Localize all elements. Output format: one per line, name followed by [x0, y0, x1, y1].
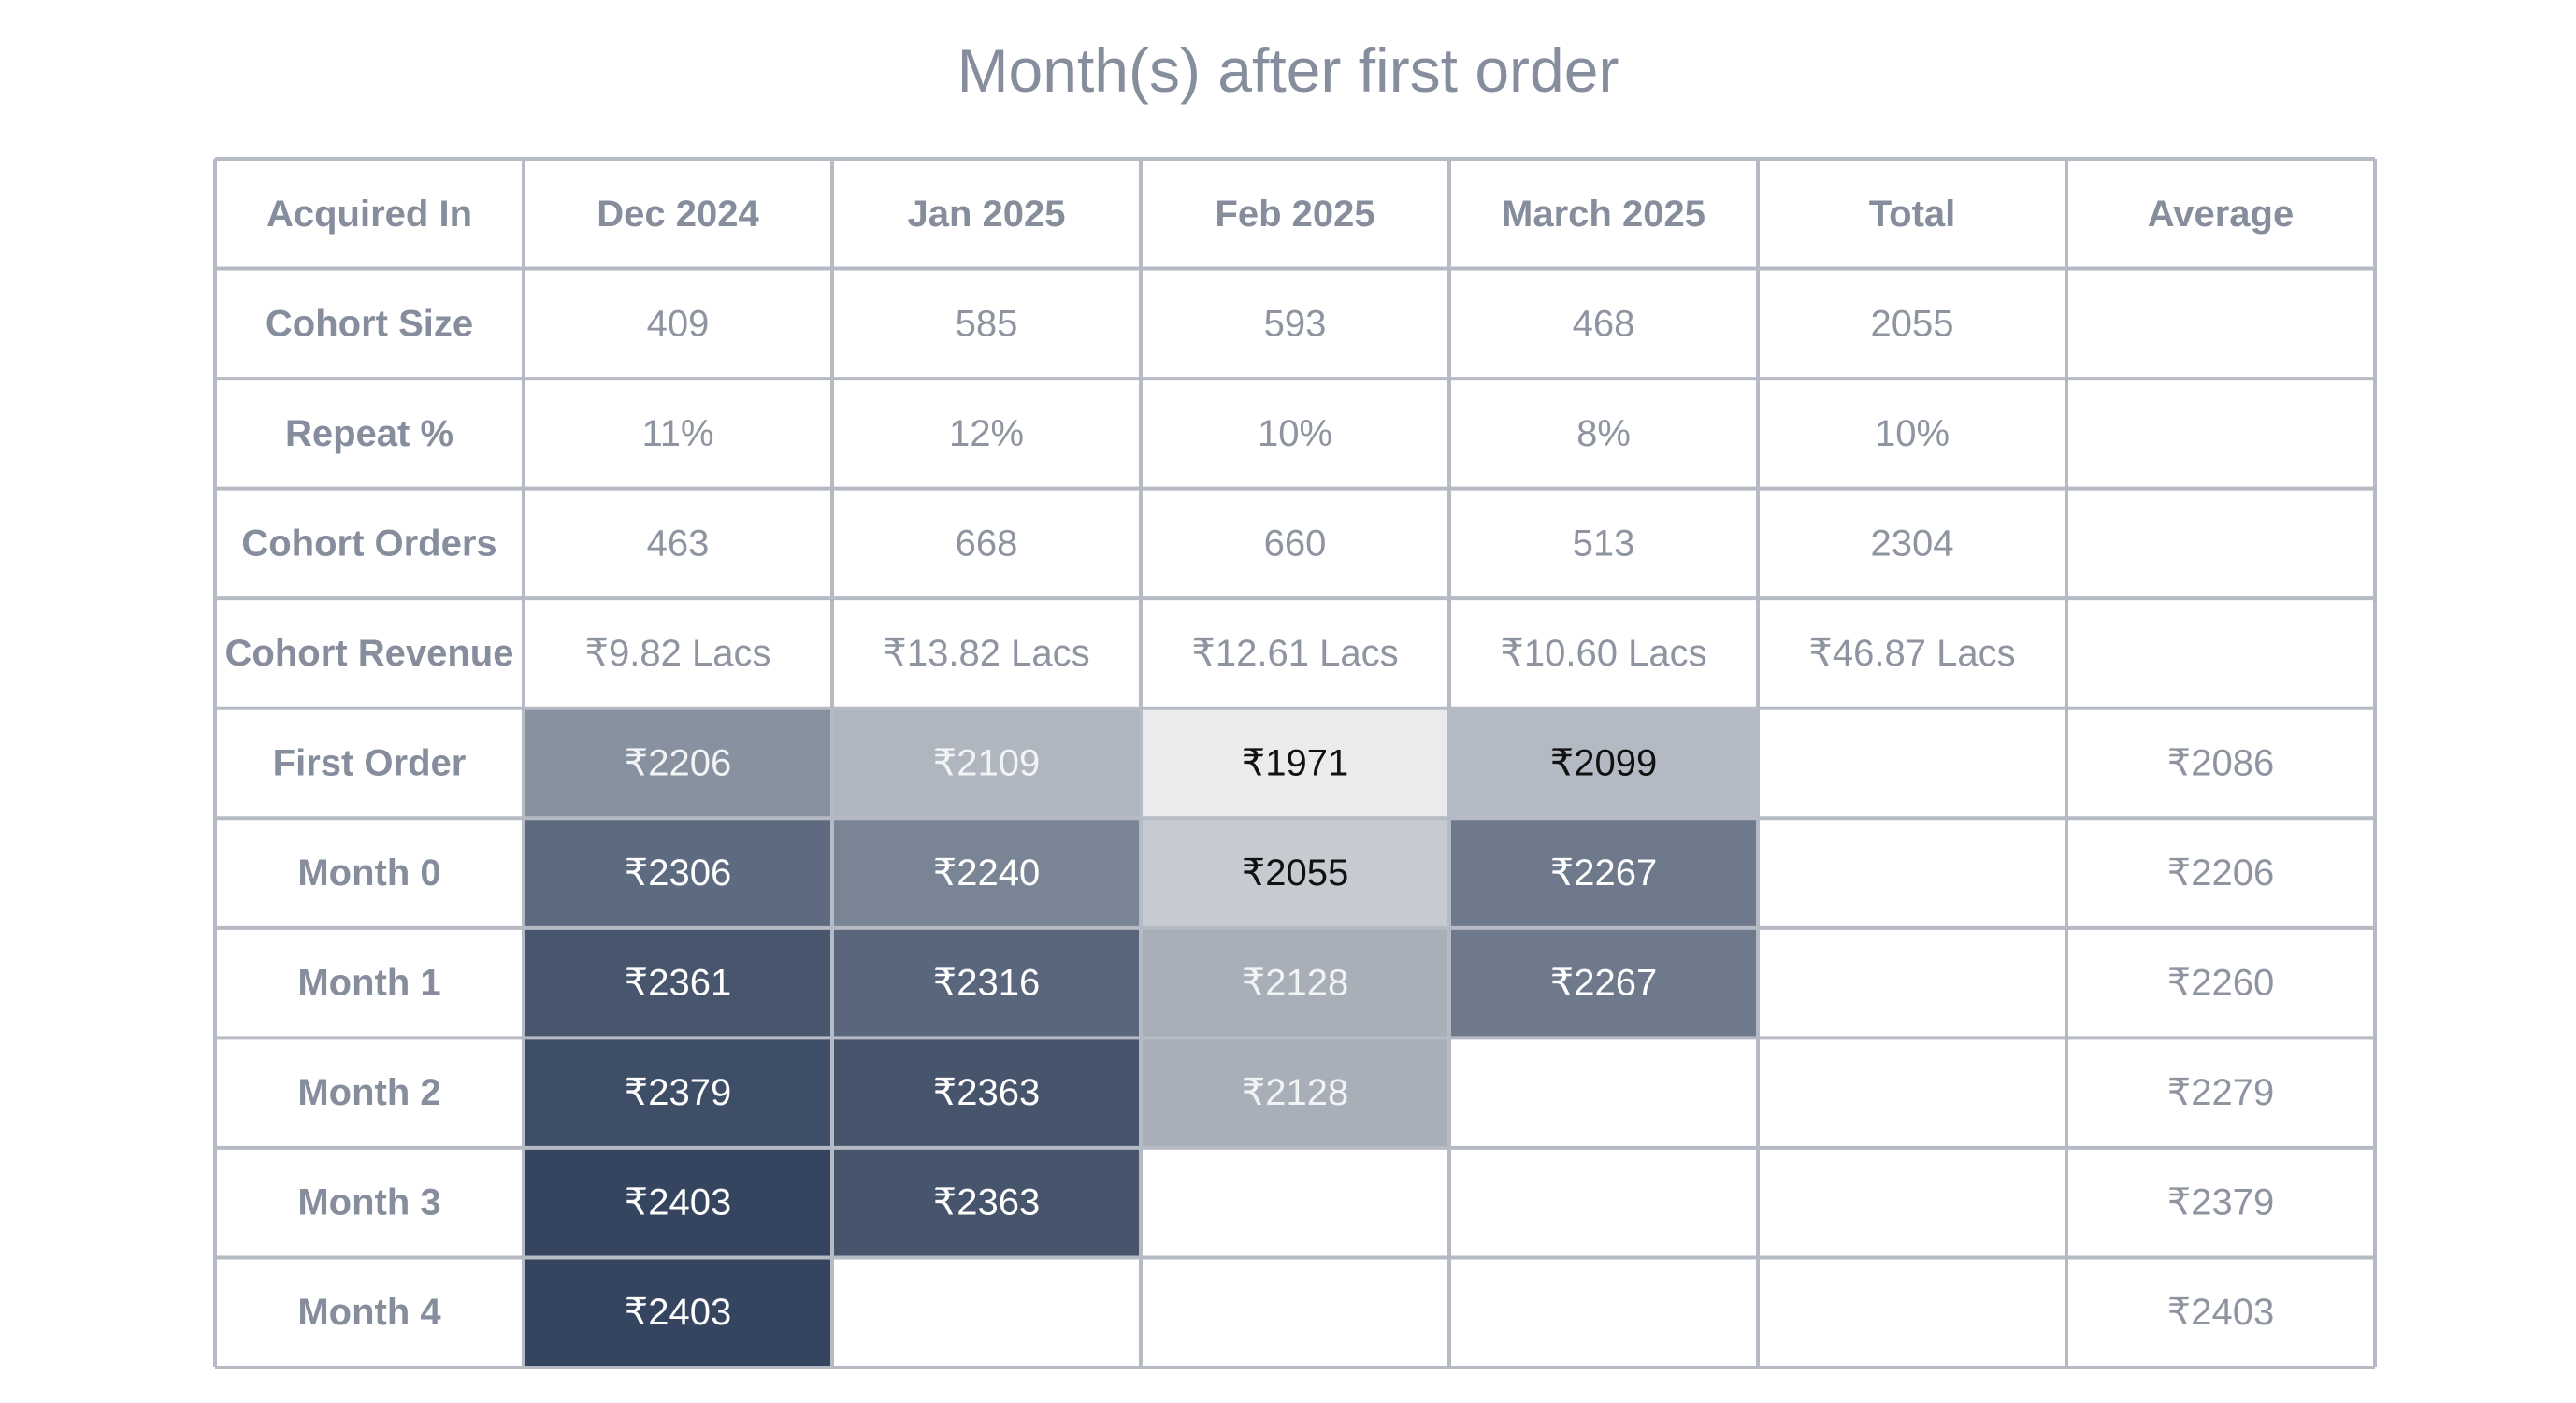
heatmap-cell — [832, 927, 1141, 1038]
column-header: Dec 2024 — [597, 193, 759, 235]
summary-cell: 10% — [1875, 413, 1950, 454]
column-header: Average — [2148, 193, 2294, 235]
row-label: Month 3 — [297, 1182, 440, 1224]
heatmap-cell — [832, 708, 1141, 819]
summary-cell: ₹9.82 Lacs — [585, 633, 771, 674]
row-label: Repeat % — [285, 413, 453, 454]
summary-cell: 463 — [647, 523, 710, 564]
heatmap-value: ₹2240 — [933, 852, 1040, 894]
summary-cell: ₹12.61 Lacs — [1191, 633, 1398, 674]
row-label: Month 1 — [297, 963, 440, 1004]
heatmap-value: ₹1971 — [1242, 743, 1348, 784]
row-label: Cohort Revenue — [225, 633, 514, 674]
heatmap-value: ₹2128 — [1242, 1072, 1348, 1113]
average-cell: ₹2086 — [2167, 743, 2274, 784]
average-cell: ₹2260 — [2167, 963, 2274, 1004]
heatmap-cell — [1141, 1038, 1449, 1148]
heatmap-value: ₹2379 — [625, 1072, 731, 1113]
summary-cell: 593 — [1264, 303, 1327, 344]
summary-cell: 660 — [1264, 523, 1327, 564]
summary-cell: 2055 — [1871, 303, 1954, 344]
summary-cell: 2304 — [1871, 523, 1954, 564]
heatmap-cell — [832, 1147, 1141, 1258]
summary-cell: 11% — [641, 413, 713, 454]
row-label: Cohort Orders — [241, 523, 496, 564]
heatmap-cell — [524, 1038, 832, 1148]
heatmap-cell — [1141, 708, 1449, 819]
heatmap-cell — [1449, 818, 1758, 928]
summary-cell: 409 — [647, 303, 710, 344]
summary-cell: 10% — [1258, 413, 1332, 454]
heatmap-cell — [1449, 927, 1758, 1038]
summary-cell: ₹13.82 Lacs — [883, 633, 1089, 674]
row-label: Month 4 — [297, 1292, 441, 1333]
heatmap-value: ₹2363 — [933, 1182, 1040, 1224]
heatmap-cell — [1449, 708, 1758, 819]
heatmap-cell — [524, 818, 832, 928]
summary-cell: 513 — [1573, 523, 1635, 564]
heatmap-value: ₹2361 — [625, 963, 731, 1004]
heatmap-value: ₹2055 — [1242, 852, 1348, 894]
column-header: Jan 2025 — [907, 193, 1065, 235]
heatmap-value: ₹2206 — [625, 743, 731, 784]
heatmap-value: ₹2306 — [625, 852, 731, 894]
heatmap-cell — [832, 1038, 1141, 1148]
column-header: Acquired In — [266, 193, 472, 235]
heatmap-value: ₹2109 — [933, 743, 1040, 784]
average-cell: ₹2379 — [2167, 1182, 2274, 1224]
average-cell: ₹2279 — [2167, 1072, 2274, 1113]
summary-cell: 12% — [949, 413, 1024, 454]
heatmap-value: ₹2403 — [625, 1292, 731, 1333]
summary-cell: 468 — [1573, 303, 1635, 344]
heatmap-cell — [832, 818, 1141, 928]
row-label: Cohort Size — [266, 303, 473, 344]
average-cell: ₹2206 — [2167, 852, 2274, 894]
heatmap-cell — [1141, 927, 1449, 1038]
summary-cell: 8% — [1576, 413, 1631, 454]
row-label: Month 2 — [297, 1072, 440, 1113]
heatmap-value: ₹2363 — [933, 1072, 1040, 1113]
heatmap-value: ₹2403 — [625, 1182, 731, 1224]
heatmap-cell — [524, 708, 832, 819]
summary-cell: ₹46.87 Lacs — [1808, 633, 2015, 674]
summary-cell: ₹10.60 Lacs — [1500, 633, 1706, 674]
heatmap-value: ₹2128 — [1242, 963, 1348, 1004]
column-header: March 2025 — [1502, 193, 1705, 235]
chart-title: Month(s) after first order — [957, 36, 1619, 105]
column-header: Total — [1869, 193, 1956, 235]
row-label: Month 0 — [297, 852, 440, 894]
column-header: Feb 2025 — [1215, 193, 1374, 235]
row-label: First Order — [273, 743, 467, 784]
heatmap-cell — [524, 1147, 832, 1258]
heatmap-cell — [524, 927, 832, 1038]
summary-cell: 668 — [956, 523, 1018, 564]
heatmap-value: ₹2099 — [1550, 743, 1657, 784]
summary-cell: 585 — [956, 303, 1018, 344]
heatmap-cell — [1141, 818, 1449, 928]
heatmap-value: ₹2316 — [933, 963, 1040, 1004]
average-cell: ₹2403 — [2167, 1292, 2274, 1333]
heatmap-value: ₹2267 — [1550, 852, 1657, 894]
heatmap-cell — [524, 1257, 832, 1367]
heatmap-value: ₹2267 — [1550, 963, 1657, 1004]
